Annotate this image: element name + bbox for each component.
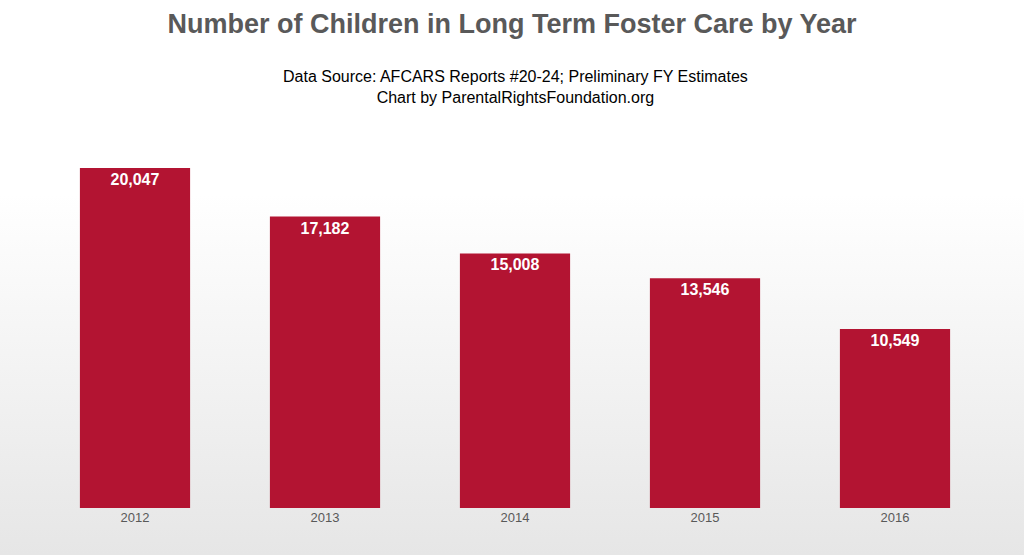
svg-text:2016: 2016 [881,510,910,525]
svg-text:20,047: 20,047 [110,171,159,188]
svg-text:2012: 2012 [121,510,150,525]
svg-text:Number of Children in Long Ter: Number of Children in Long Term Foster C… [167,9,857,39]
svg-text:13,546: 13,546 [680,281,729,298]
svg-text:Data Source: AFCARS Reports #2: Data Source: AFCARS Reports #20-24; Prel… [283,68,748,106]
svg-text:2015: 2015 [691,510,720,525]
svg-text:15,008: 15,008 [490,256,539,273]
svg-text:17,182: 17,182 [300,220,349,237]
svg-text:2013: 2013 [311,510,340,525]
svg-text:10,549: 10,549 [870,332,919,349]
svg-text:2014: 2014 [501,510,530,525]
